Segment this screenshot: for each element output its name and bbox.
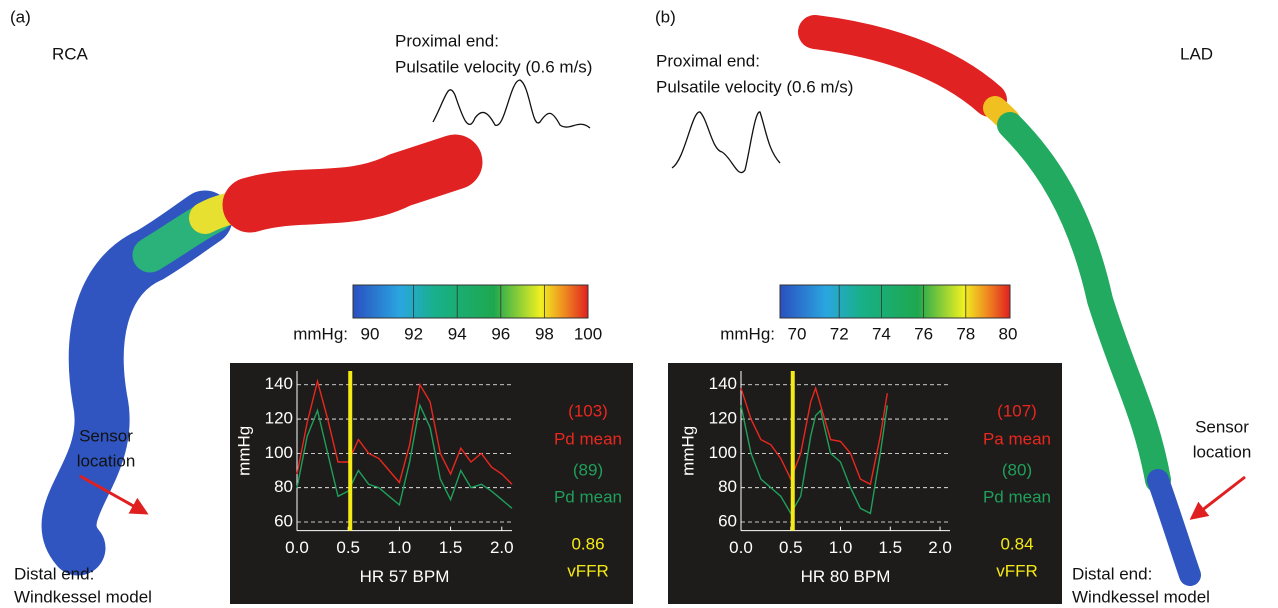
colorbar-label: mmHg:	[720, 324, 775, 343]
y-tick-label: 80	[718, 477, 737, 496]
colorbar	[779, 284, 1011, 319]
annotation: (103)	[568, 401, 608, 420]
proximal-label: Pulsatile velocity (0.6 m/s)	[395, 57, 592, 76]
velocity-wave-a	[432, 79, 591, 129]
annotation: 0.86	[571, 534, 604, 553]
annotation: vFFR	[567, 561, 609, 580]
series-line	[740, 405, 888, 515]
panel-label: (a)	[10, 7, 31, 26]
colorbar-tick-label: 90	[361, 324, 380, 343]
x-axis-label: HR 80 BPM	[801, 567, 891, 586]
series-line	[296, 378, 513, 485]
sensor-label: Sensor	[1195, 417, 1249, 436]
colorbar-tick-label: 72	[830, 324, 849, 343]
vessel-label: LAD	[1180, 44, 1213, 63]
sensor-label: Sensor	[79, 426, 133, 445]
colorbar-tick-label: 100	[574, 324, 602, 343]
annotation: Pd mean	[554, 429, 622, 448]
proximal-label: Proximal end:	[656, 51, 760, 70]
sensor-arrow-a	[79, 474, 149, 515]
y-tick-label: 80	[274, 477, 293, 496]
velocity-wave-b	[671, 111, 781, 173]
series-line	[740, 385, 888, 486]
vessel-label: RCA	[52, 44, 89, 63]
x-tick-label: 2.0	[928, 538, 952, 557]
annotation: Pd mean	[983, 487, 1051, 506]
sensor-label: location	[77, 451, 136, 470]
colorbar	[352, 284, 589, 319]
annotation: (89)	[573, 460, 603, 479]
x-tick-label: 1.5	[439, 538, 463, 557]
annotation: 0.84	[1000, 534, 1033, 553]
sensor-arrow-b	[1189, 475, 1246, 520]
x-tick-label: 1.0	[388, 538, 412, 557]
vessel-b	[798, 15, 1201, 586]
x-tick-label: 0.0	[729, 538, 753, 557]
x-tick-label: 0.0	[285, 538, 309, 557]
colorbar-tick-label: 70	[788, 324, 807, 343]
colorbar-tick-label: 74	[872, 324, 891, 343]
annotation: Pa mean	[983, 429, 1051, 448]
y-tick-label: 120	[709, 409, 737, 428]
x-tick-label: 1.5	[878, 538, 902, 557]
annotation: (80)	[1002, 460, 1032, 479]
colorbar-tick-label: 98	[535, 324, 554, 343]
y-tick-label: 140	[265, 374, 293, 393]
y-axis-label: mmHg	[678, 426, 697, 476]
distal-label: Distal end:	[1072, 564, 1152, 583]
proximal-label: Pulsatile velocity (0.6 m/s)	[656, 77, 853, 96]
y-tick-label: 100	[709, 443, 737, 462]
y-tick-label: 60	[718, 512, 737, 531]
y-tick-label: 60	[274, 512, 293, 531]
colorbar-tick-label: 92	[404, 324, 423, 343]
y-tick-label: 140	[709, 374, 737, 393]
panel-label: (b)	[655, 7, 676, 26]
annotation: vFFR	[996, 561, 1038, 580]
x-tick-label: 2.0	[490, 538, 514, 557]
colorbar-label: mmHg:	[293, 324, 348, 343]
y-axis-label: mmHg	[234, 426, 253, 476]
distal-label: Windkessel model	[1072, 587, 1210, 606]
colorbar-tick-label: 76	[914, 324, 933, 343]
x-tick-label: 1.0	[829, 538, 853, 557]
colorbar-tick-label: 96	[491, 324, 510, 343]
series-line	[296, 402, 513, 509]
x-tick-label: 0.5	[336, 538, 360, 557]
y-tick-label: 120	[265, 409, 293, 428]
vessel-a	[41, 134, 483, 576]
sensor-label: location	[1193, 442, 1252, 461]
colorbar-tick-label: 78	[956, 324, 975, 343]
chart-background	[668, 363, 1062, 604]
distal-label: Windkessel model	[14, 587, 152, 606]
colorbar-tick-label: 80	[999, 324, 1018, 343]
distal-label: Distal end:	[14, 564, 94, 583]
x-tick-label: 0.5	[779, 538, 803, 557]
annotation: (107)	[997, 401, 1037, 420]
colorbar-tick-label: 94	[448, 324, 467, 343]
proximal-label: Proximal end:	[395, 31, 499, 50]
x-axis-label: HR 57 BPM	[360, 567, 450, 586]
annotation: Pd mean	[554, 487, 622, 506]
y-tick-label: 100	[265, 443, 293, 462]
